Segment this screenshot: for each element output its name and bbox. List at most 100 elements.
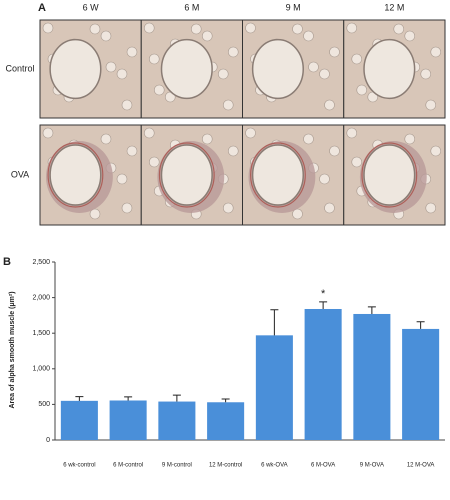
alveolus [143,22,155,34]
alveolus [42,127,54,139]
y-tick-label: 0 [46,437,50,444]
alveolus [430,46,442,58]
airway [160,144,213,206]
alveolus [430,145,442,157]
alveolus [116,173,128,185]
bar [109,400,147,440]
alveolus [190,23,202,35]
alveolus [126,145,138,157]
y-tick-label: 500 [38,401,50,408]
alveolus [100,30,112,42]
airway [160,38,213,100]
alveolus [351,53,363,65]
error-bar [319,301,328,309]
error-bar [367,306,376,314]
alveolus [303,133,314,145]
alveolus [393,23,405,35]
alveolus [222,202,234,214]
alveolus [217,68,229,80]
bar [402,328,440,440]
alveolus [319,68,330,80]
alveolus [329,145,340,157]
bar [158,401,196,440]
alveolus [143,127,155,139]
alveolus [245,22,256,34]
stain-edge [47,142,104,208]
bar [304,308,342,440]
significance-mark: * [321,288,326,300]
alveolus [227,46,239,58]
bar [207,402,245,440]
alveolus [148,53,160,65]
alveolus [121,202,133,214]
airway [251,144,304,206]
x-tick-label: 9 M-control [162,463,192,469]
bar [353,313,391,440]
alveolus [425,202,437,214]
alveolus [425,99,437,111]
alveolus [292,23,303,35]
alveolus [201,30,213,42]
alveolus [351,156,363,168]
row-label: OVA [11,169,29,179]
column-label: 9 M [286,2,301,12]
x-tick-label: 9 M-OVA [360,463,384,469]
alveolus [126,46,138,58]
alveolus [121,99,133,111]
x-tick-label: 6 wk-control [63,463,95,469]
x-tick-label: 12 M-control [209,463,242,469]
y-tick-label: 1,500 [32,330,50,337]
error-bar [221,398,230,403]
alveolus [148,156,160,168]
column-label: 6 W [83,2,100,12]
error-bar [124,396,133,401]
alveolus [222,99,234,111]
alveolus [100,133,112,145]
stain-edge [250,142,306,208]
error-bar [270,309,279,336]
alveolus [356,84,368,96]
stain-edge [361,142,418,208]
alveolus [153,84,165,96]
airway [49,144,102,206]
y-axis-label: Area of alpha smooth muscle (μm²) [9,291,16,408]
alveolus [227,145,239,157]
y-tick-label: 2,000 [32,294,50,301]
alveolus [292,208,303,220]
bar [60,400,98,440]
alveolus [319,173,330,185]
alveolus [329,46,340,58]
alveolus [245,127,256,139]
alveolus [346,127,358,139]
y-tick-label: 2,500 [32,259,50,266]
alveolus [404,133,416,145]
error-bar [416,321,425,329]
x-tick-label: 6 wk-OVA [261,463,288,469]
y-tick-label: 1,000 [32,366,50,373]
row-label: Control [5,63,34,73]
error-bar [172,394,181,402]
airway [363,144,416,206]
airway [251,38,304,100]
alveolus [89,23,101,35]
stain-edge [158,142,215,208]
column-label: 6 M [184,2,199,12]
bar [255,335,293,440]
alveolus [420,68,432,80]
error-bar [75,396,84,401]
alveolus [346,22,358,34]
alveolus [89,208,101,220]
x-tick-label: 12 M-OVA [407,463,435,469]
x-tick-label: 6 M-control [113,463,143,469]
column-label: 12 M [384,2,404,12]
airway [363,38,416,100]
alveolus [303,30,314,42]
panel-label: A [38,2,46,14]
alveolus [42,22,54,34]
airway [49,38,102,100]
alveolus [404,30,416,42]
alveolus [308,61,319,73]
x-tick-label: 6 M-OVA [311,463,335,469]
alveolus [105,61,117,73]
